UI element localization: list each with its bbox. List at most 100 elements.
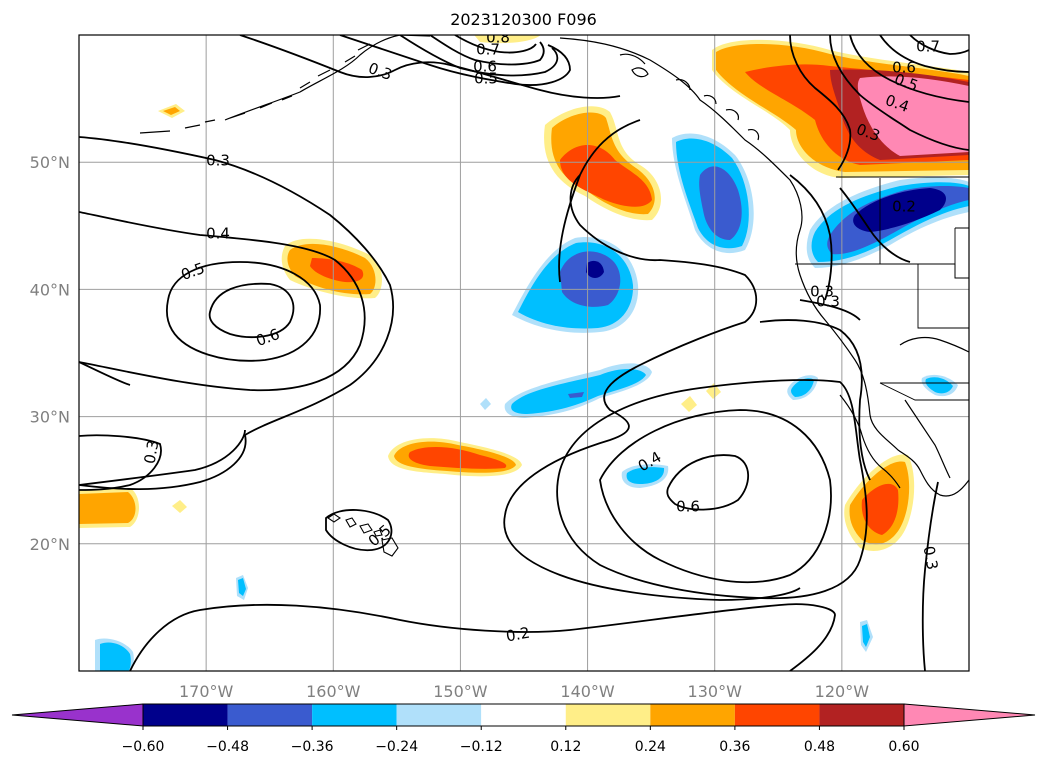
colorbar-tick-label: −0.24 bbox=[375, 739, 418, 755]
contour-0.3-nw bbox=[79, 136, 394, 491]
anomaly-pos-central-pacific bbox=[388, 438, 522, 477]
contour-label: 0.3 bbox=[816, 293, 840, 311]
colorbar-frame bbox=[142, 703, 905, 727]
anomaly-neg-central bbox=[512, 237, 639, 333]
contour-ne-0.3-c bbox=[839, 187, 911, 263]
contour-label: 0.5 bbox=[474, 70, 498, 88]
colorbar-tick-label: 0.12 bbox=[550, 739, 581, 755]
contour-0.4-nw bbox=[79, 211, 366, 392]
lon-tick-label: 140°W bbox=[560, 682, 615, 701]
lat-tick-label: 40°N bbox=[30, 280, 70, 299]
contour-ne-0.7 bbox=[909, 35, 969, 55]
boundaries bbox=[795, 176, 969, 401]
lat-tick-label: 20°N bbox=[30, 535, 70, 554]
contour-0.3-west bbox=[79, 434, 162, 491]
contour-label: 0.5 bbox=[179, 259, 208, 284]
contour-0.3-east bbox=[799, 299, 861, 321]
colorbar-segment bbox=[819, 704, 904, 726]
lon-tick-label: 160°W bbox=[306, 682, 361, 701]
anomaly-neg-pacific-nw bbox=[806, 177, 969, 268]
colorbar-segment bbox=[143, 704, 228, 726]
map-title: 2023120300 F096 bbox=[450, 10, 597, 29]
colorbar-extend-min bbox=[11, 703, 144, 727]
anomaly-pos-gulf-alaska bbox=[544, 106, 662, 221]
colorbar-tick-label: −0.36 bbox=[291, 739, 334, 755]
contour-label: 0.6 bbox=[676, 498, 700, 516]
colorbar-tick-label: −0.12 bbox=[460, 739, 503, 755]
anomaly-pos-baja bbox=[844, 454, 915, 551]
colorbar-tick-label: 0.24 bbox=[635, 739, 666, 755]
lon-tick-label: 120°W bbox=[815, 682, 870, 701]
contour-0.3-hawaii bbox=[325, 509, 393, 552]
colorbar-tick-label: 0.60 bbox=[888, 739, 919, 755]
contour-label: 0.3 bbox=[810, 283, 834, 301]
contour-ne-0.5 bbox=[849, 35, 969, 103]
contour-lines bbox=[79, 35, 969, 671]
contour-label: 0.6 bbox=[892, 59, 916, 77]
colorbar-segment bbox=[650, 704, 735, 726]
anomaly-pos-small bbox=[158, 35, 721, 513]
contour-ne-0.6 bbox=[879, 35, 969, 73]
contour-label: 0.4 bbox=[206, 225, 230, 243]
axis-labels: 170°W 160°W 150°W 140°W 130°W 120°W 20°N 30°N 40… bbox=[30, 153, 870, 701]
anomaly-neg-subtropical bbox=[504, 363, 652, 418]
colorbar-segment bbox=[734, 704, 820, 726]
contour-0.6-se bbox=[666, 454, 750, 511]
contour-0.6-nw bbox=[208, 282, 295, 339]
contour-label: 0.3 bbox=[366, 59, 395, 84]
contour-label: 0.2 bbox=[892, 198, 916, 216]
contour-0.3-inner bbox=[558, 119, 641, 283]
contour-label: 0.7 bbox=[916, 38, 940, 56]
contour-0.2-east bbox=[921, 481, 939, 671]
colorbar: −0.60 −0.48 −0.36 −0.24 −0.12 0.12 0.24 0.36 0.4… bbox=[11, 703, 1036, 755]
contour-label: 0.8 bbox=[486, 29, 510, 47]
colorbar-segment bbox=[396, 704, 482, 726]
lon-tick-label: 130°W bbox=[688, 682, 743, 701]
colorbar-segment bbox=[227, 704, 313, 726]
contour-0.4-se bbox=[556, 379, 868, 600]
contour-ne-0.4 bbox=[829, 35, 969, 151]
contour-0.2-south bbox=[129, 603, 836, 671]
contour-label: 0.6 bbox=[254, 325, 283, 350]
contour-0.4-top bbox=[339, 35, 571, 86]
anomaly-pos-west-edge bbox=[79, 488, 139, 528]
contour-ne-0.3-b bbox=[789, 174, 833, 301]
coastline-north-america bbox=[559, 37, 969, 497]
anomaly-pos-nw-pacific bbox=[281, 238, 382, 299]
contour-label: 0.3 bbox=[206, 152, 230, 170]
coastline-baja bbox=[839, 394, 951, 489]
lat-tick-label: 30°N bbox=[30, 408, 70, 427]
anomaly-pos-canada bbox=[712, 39, 969, 179]
contour-0.4-central bbox=[79, 361, 131, 386]
contour-0.4-east bbox=[759, 319, 871, 481]
colorbar-segment bbox=[565, 704, 651, 726]
contour-0.3-se-lower bbox=[503, 514, 801, 601]
contour-ne-outer bbox=[789, 35, 852, 171]
colorbar-tick-label: 0.48 bbox=[804, 739, 835, 755]
contour-0.7-top bbox=[454, 35, 537, 54]
contour-0.5-se bbox=[599, 409, 832, 584]
contour-0.3-outer bbox=[79, 429, 246, 486]
lon-tick-label: 170°W bbox=[179, 682, 234, 701]
contour-0.3-top bbox=[239, 35, 621, 99]
anomaly-neg-offshore bbox=[672, 133, 754, 254]
colorbar-tick-label: −0.60 bbox=[122, 739, 165, 755]
colorbar-tick-label: 0.36 bbox=[719, 739, 750, 755]
lon-tick-label: 150°W bbox=[433, 682, 488, 701]
colorbar-extend-max bbox=[903, 703, 1036, 727]
contour-label: 0.3 bbox=[141, 439, 163, 466]
contour-0.6-top bbox=[429, 35, 545, 66]
contour-0.5-nw bbox=[165, 261, 321, 362]
contour-label: 0.6 bbox=[473, 58, 497, 76]
map-frame bbox=[78, 34, 970, 672]
colorbar-segment bbox=[481, 704, 566, 726]
anomaly-neg-small bbox=[95, 374, 958, 671]
coastline-islands bbox=[619, 53, 760, 141]
coastlines bbox=[139, 35, 969, 497]
contour-label: 0.2 bbox=[505, 624, 532, 646]
contour-label: 0.3 bbox=[920, 545, 942, 572]
contour-label: 0.7 bbox=[476, 41, 500, 59]
colorbar-tick-label: −0.48 bbox=[206, 739, 249, 755]
